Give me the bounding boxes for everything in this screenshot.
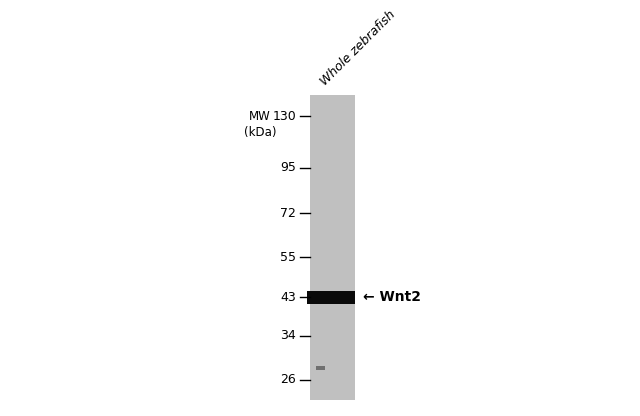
Bar (316, 366, 325, 370)
Text: Whole zebrafish: Whole zebrafish (318, 8, 398, 88)
Text: 95: 95 (280, 161, 296, 174)
Text: 72: 72 (280, 207, 296, 220)
Text: 34: 34 (280, 329, 296, 342)
Text: 130: 130 (272, 110, 296, 123)
Text: 55: 55 (280, 251, 296, 264)
Bar (310, 95, 355, 400)
Text: ← Wnt2: ← Wnt2 (363, 290, 421, 305)
Text: 26: 26 (280, 374, 296, 386)
Text: 43: 43 (280, 291, 296, 304)
Text: MW
(kDa): MW (kDa) (244, 110, 276, 139)
Bar (307, 291, 355, 304)
